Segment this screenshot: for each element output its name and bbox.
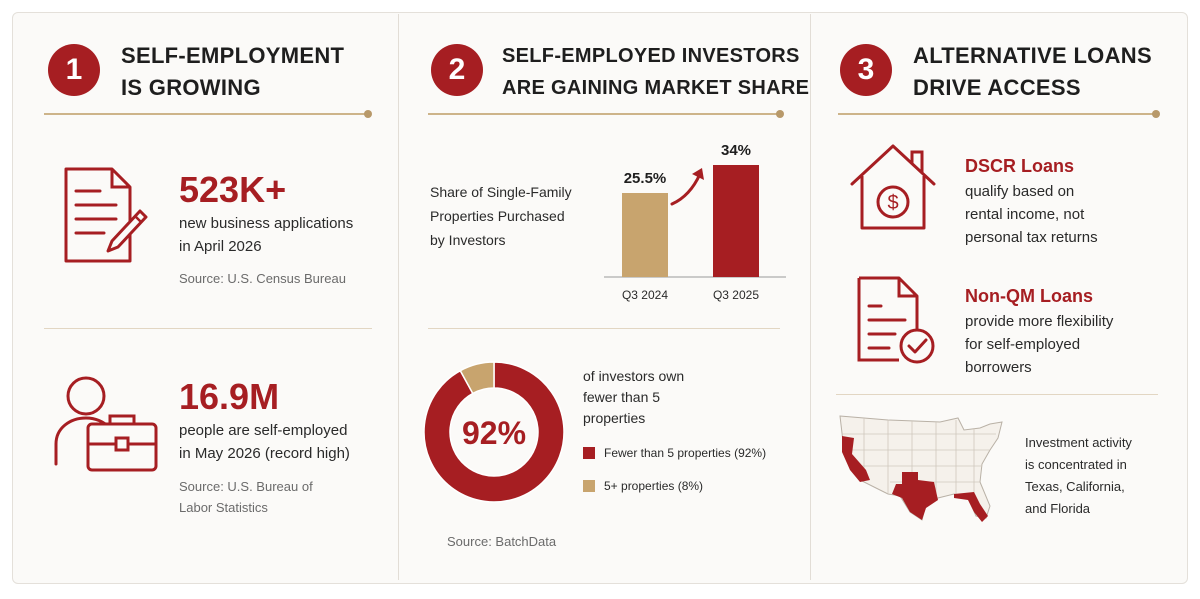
map-caption: Investment activity is concentrated in T… [1025, 432, 1132, 520]
stat-source-line: Source: U.S. Bureau of [179, 479, 313, 494]
section-rule [44, 110, 372, 118]
stat-description-line: in April 2026 [179, 238, 262, 255]
step-number-badge: 1 [48, 44, 100, 96]
legend-swatch [583, 447, 595, 459]
stat-description-line: new business applications [179, 215, 354, 232]
section-rule [428, 110, 784, 118]
loan-type-description-line: borrowers [965, 359, 1032, 376]
stat-description-line: people are self-employed [179, 422, 348, 439]
section-title-line: ALTERNATIVE LOANS [913, 43, 1152, 68]
donut-slice [423, 361, 565, 503]
stat-description: people are self-employed in May 2026 (re… [179, 419, 350, 465]
section-title-line: IS GROWING [121, 75, 261, 100]
svg-text:$: $ [887, 192, 898, 214]
trend-arrow [670, 172, 702, 206]
donut-slice [459, 361, 495, 395]
loan-type-description-line: personal tax returns [965, 229, 1098, 246]
florida-shape [954, 492, 988, 522]
map-caption-line: and Florida [1025, 501, 1091, 516]
section-divider [836, 394, 1158, 395]
column-divider [398, 14, 399, 580]
loan-type-title: DSCR Loans [965, 156, 1075, 176]
step-number-badge: 3 [840, 44, 892, 96]
us-map-icon [839, 415, 1003, 522]
bar [622, 193, 668, 277]
legend-label: Fewer than 5 properties (92%) [604, 446, 767, 460]
bar-chart: 25.5% Q3 2024 34% Q3 2025 [604, 142, 786, 302]
stat-source: Source: U.S. Bureau of Labor Statistics [179, 476, 313, 518]
donut-chart: 92% [423, 361, 565, 503]
section-title: SELF-EMPLOYED INVESTORS ARE GAINING MARK… [502, 40, 809, 104]
bar-category-label: Q3 2024 [622, 288, 668, 302]
loan-type-description-line: provide more flexibility [965, 313, 1114, 330]
bar-chart-caption: Share of Single-Family Properties Purcha… [430, 180, 572, 252]
loan-type-description-line: for self-employed [965, 336, 1081, 353]
section-title-line: DRIVE ACCESS [913, 75, 1081, 100]
section-divider [44, 328, 372, 329]
loan-type-description: qualify based on rental income, not pers… [965, 180, 1098, 249]
document-pencil-icon [64, 167, 148, 263]
bar-chart-caption-line: Properties Purchased [430, 208, 565, 224]
infographic-card [12, 12, 1188, 584]
bar-chart-caption-line: Share of Single-Family [430, 184, 572, 200]
map-caption-line: Investment activity [1025, 435, 1132, 450]
column-divider [810, 14, 811, 580]
legend-label: 5+ properties (8%) [604, 479, 704, 493]
step-number-badge: 2 [431, 44, 483, 96]
trend-arrow-head [692, 168, 704, 180]
stat-source-line: Labor Statistics [179, 500, 268, 515]
section-divider [428, 328, 780, 329]
section-rule [838, 110, 1160, 118]
map-caption-line: Texas, California, [1025, 479, 1125, 494]
donut-description-line: of investors own [583, 368, 685, 384]
bar-chart-caption-line: by Investors [430, 232, 506, 248]
donut-description: of investors own fewer than 5 properties [583, 366, 684, 429]
chart-source: Source: BatchData [447, 534, 557, 549]
section-title: SELF-EMPLOYMENT IS GROWING [121, 40, 344, 104]
house-dollar-icon: $ [850, 144, 936, 230]
bar-value-label: 34% [721, 142, 751, 159]
bar-value-label: 25.5% [624, 170, 667, 187]
loan-type-title: Non-QM Loans [965, 286, 1093, 306]
document-check-icon [857, 276, 935, 364]
stat-description-line: in May 2026 (record high) [179, 445, 350, 462]
stat-source: Source: U.S. Census Bureau [179, 271, 346, 286]
section-title: ALTERNATIVE LOANS DRIVE ACCESS [913, 40, 1152, 104]
legend-swatch [583, 480, 595, 492]
loan-type-description: provide more flexibility for self-employ… [965, 310, 1113, 379]
section-title-line: ARE GAINING MARKET SHARE [502, 77, 810, 99]
section-title-line: SELF-EMPLOYMENT [121, 43, 345, 68]
loan-type-description-line: rental income, not [965, 206, 1085, 223]
texas-shape [892, 472, 938, 520]
california-shape [842, 436, 870, 482]
map-caption-line: is concentrated in [1025, 457, 1127, 472]
stat-value: 16.9M [179, 376, 280, 417]
bar-category-label: Q3 2025 [713, 288, 759, 302]
stat-value: 523K+ [179, 169, 287, 210]
bar [713, 165, 759, 277]
person-briefcase-icon [54, 376, 158, 472]
donut-center-label: 92% [462, 415, 526, 451]
donut-description-line: properties [583, 410, 646, 426]
donut-description-line: fewer than 5 [583, 389, 661, 405]
section-title-line: SELF-EMPLOYED INVESTORS [502, 45, 800, 67]
stat-description: new business applications in April 2026 [179, 212, 353, 258]
loan-type-description-line: qualify based on [965, 183, 1075, 200]
